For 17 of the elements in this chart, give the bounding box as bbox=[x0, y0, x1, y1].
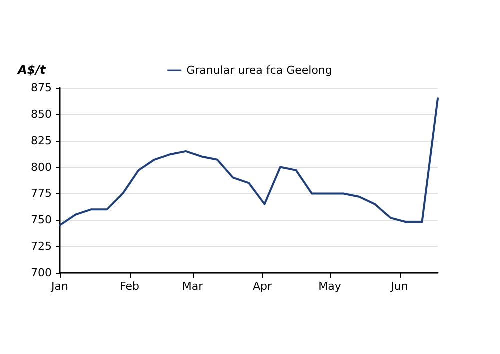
x-tick-label: Jun bbox=[390, 280, 408, 293]
y-tick-label: 850 bbox=[31, 108, 52, 121]
x-tick-label: Feb bbox=[120, 280, 140, 293]
y-tick-label: 700 bbox=[31, 266, 52, 280]
y-tick-label: 800 bbox=[31, 160, 52, 174]
legend-label: Granular urea fca Geelong bbox=[186, 64, 332, 77]
y-tick-label: 775 bbox=[31, 187, 52, 200]
y-tick-label: 875 bbox=[31, 82, 52, 94]
y-tick-label: 725 bbox=[31, 240, 52, 254]
x-tick-label: May bbox=[318, 280, 342, 293]
y-tick-label: 825 bbox=[31, 134, 52, 148]
line-series bbox=[59, 98, 439, 226]
y-axis-title: A$/t bbox=[17, 63, 48, 77]
x-tick-label: Jan bbox=[50, 280, 68, 293]
x-tick-label: Apr bbox=[252, 280, 272, 293]
x-tick-label: Mar bbox=[182, 280, 204, 293]
y-tick-label: 750 bbox=[31, 214, 52, 227]
